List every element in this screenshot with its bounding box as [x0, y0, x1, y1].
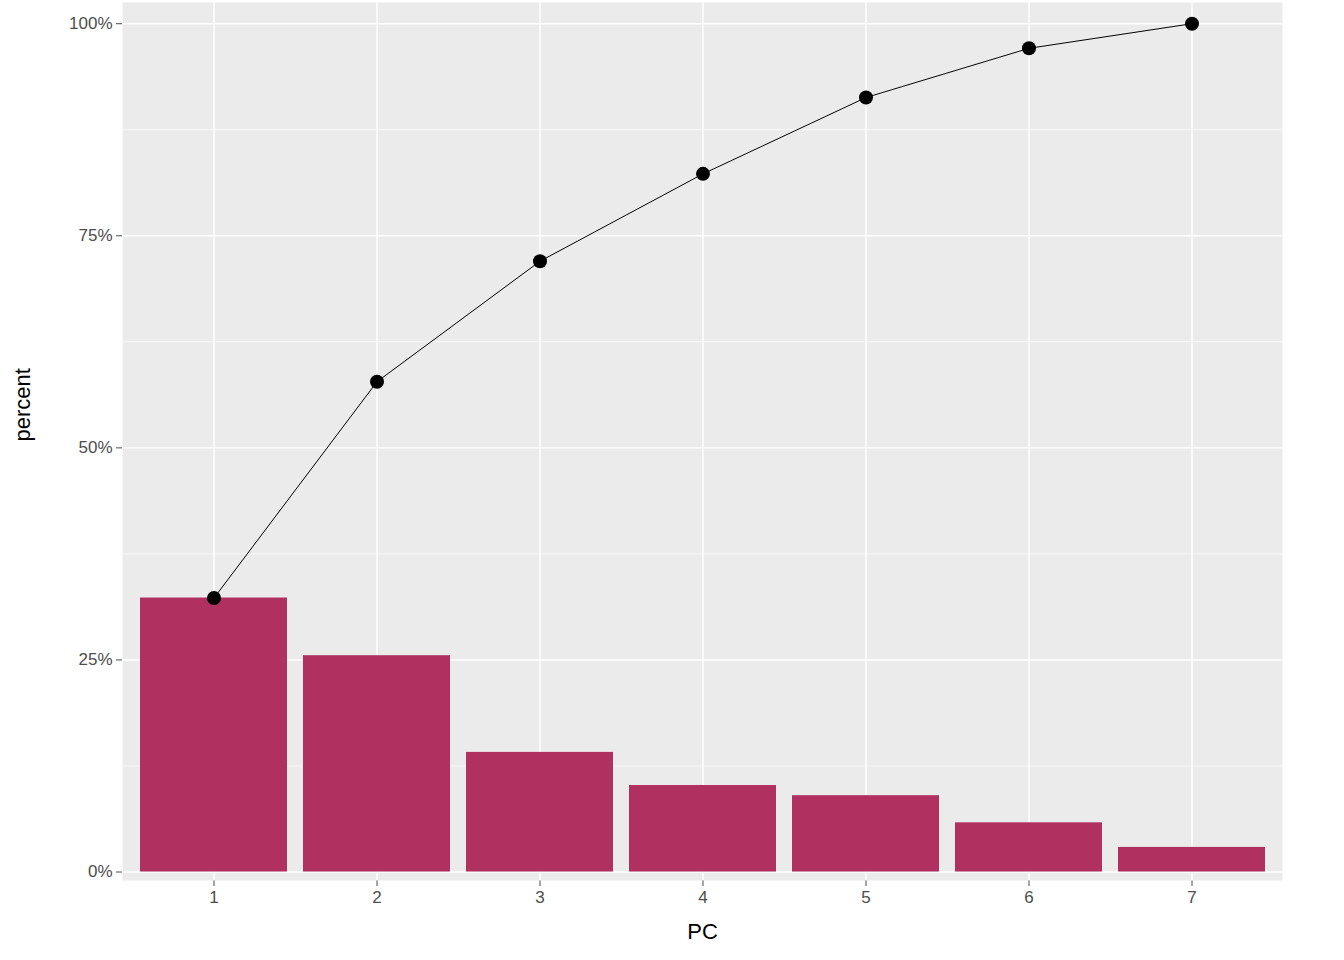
svg-text:7: 7 [1187, 888, 1196, 907]
svg-text:6: 6 [1024, 888, 1033, 907]
svg-text:0%: 0% [88, 862, 113, 881]
svg-text:2: 2 [372, 888, 381, 907]
svg-text:5: 5 [861, 888, 870, 907]
svg-text:100%: 100% [69, 14, 112, 33]
svg-text:50%: 50% [78, 438, 112, 457]
svg-text:4: 4 [698, 888, 707, 907]
svg-text:25%: 25% [78, 650, 112, 669]
svg-text:3: 3 [535, 888, 544, 907]
svg-text:PC: PC [687, 919, 718, 944]
svg-text:75%: 75% [78, 226, 112, 245]
svg-text:1: 1 [209, 888, 218, 907]
svg-text:percent: percent [10, 368, 35, 441]
